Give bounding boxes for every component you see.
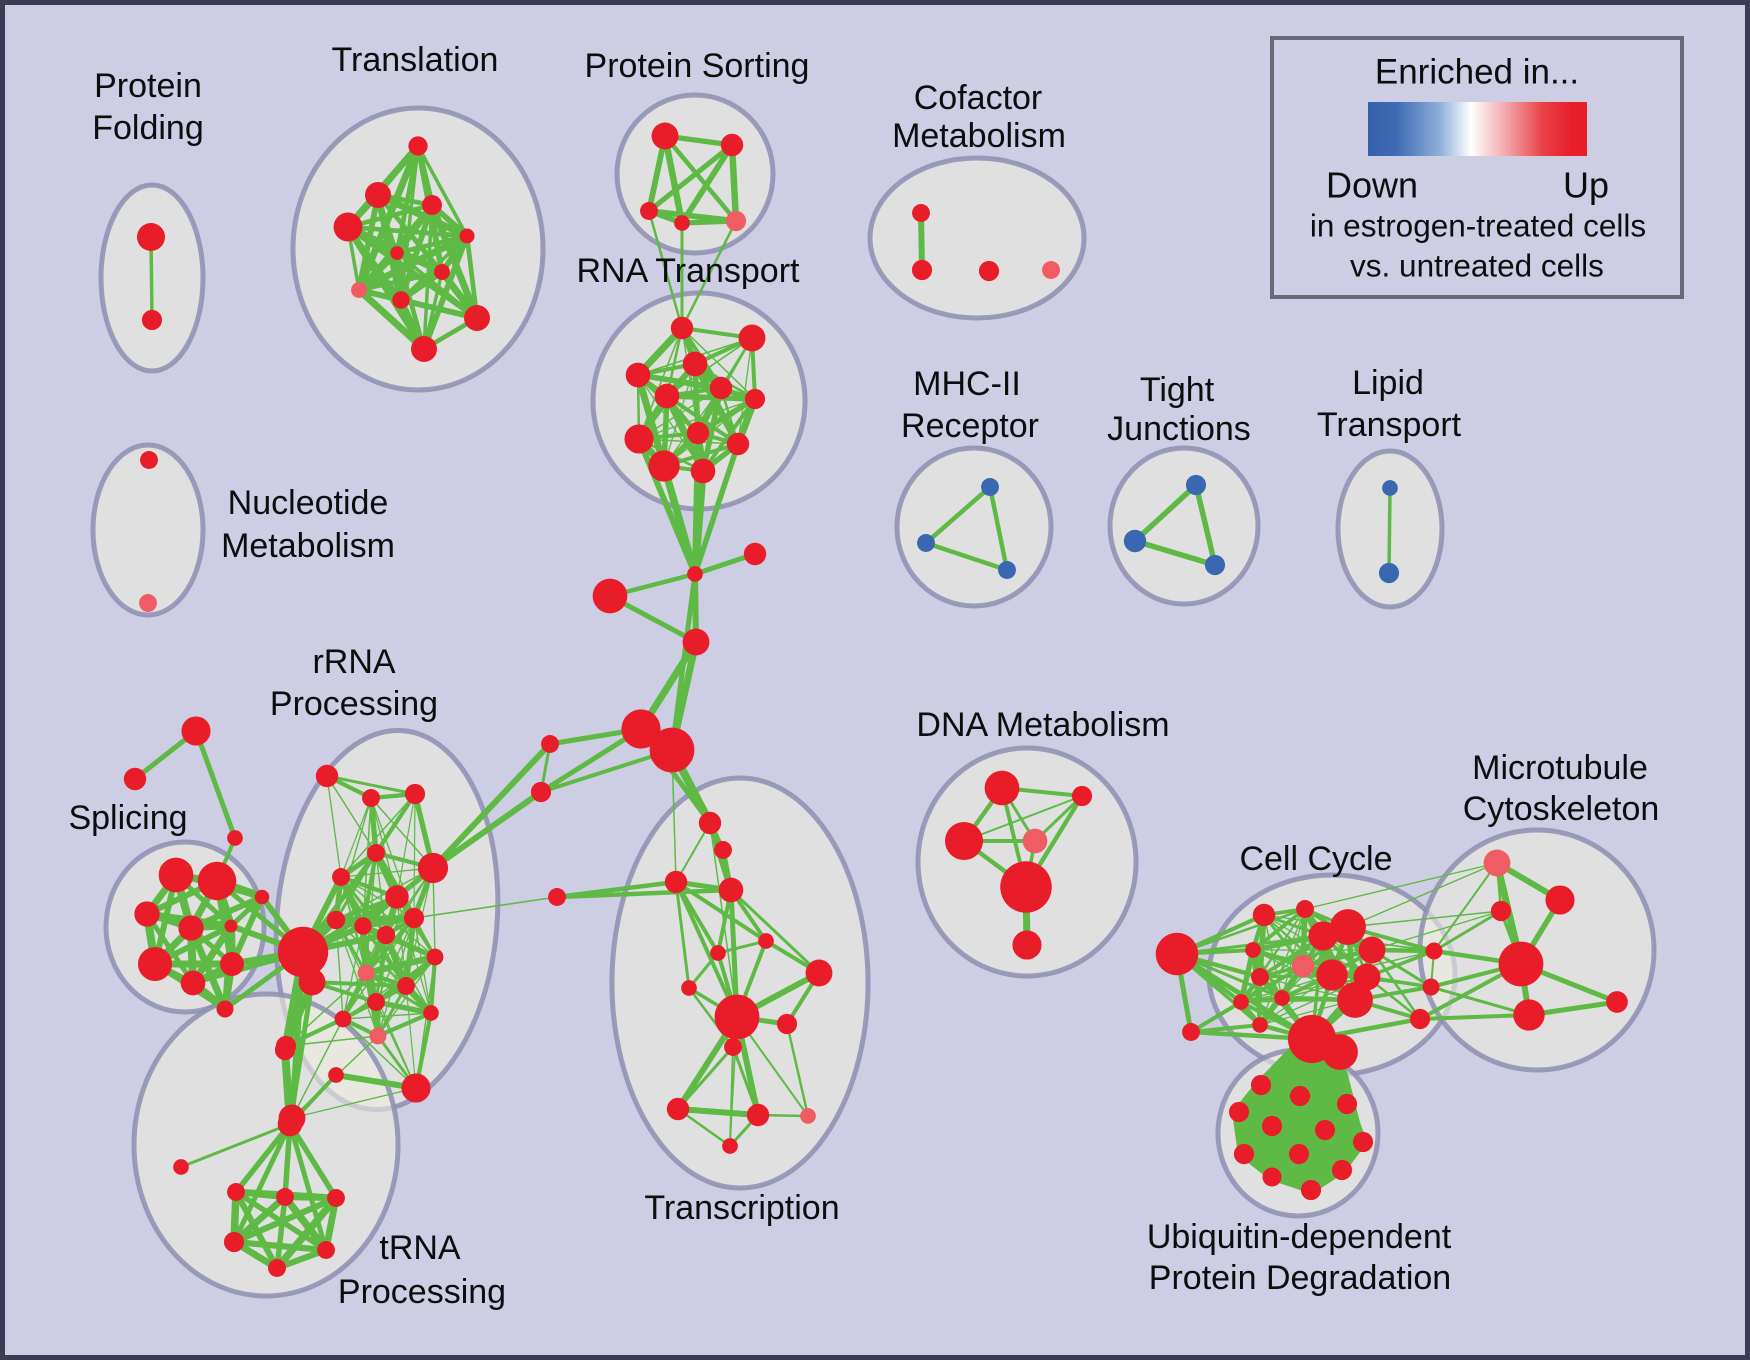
svg-text:Processing: Processing — [338, 1273, 506, 1311]
svg-text:Metabolism: Metabolism — [221, 527, 395, 565]
svg-text:DNA Metabolism: DNA Metabolism — [916, 706, 1169, 744]
svg-text:Transcription: Transcription — [644, 1189, 839, 1227]
svg-text:Metabolism: Metabolism — [892, 117, 1066, 155]
svg-text:Cell Cycle: Cell Cycle — [1239, 840, 1392, 878]
svg-text:Folding: Folding — [92, 109, 204, 147]
svg-text:Cofactor: Cofactor — [914, 79, 1043, 117]
svg-text:Microtubule: Microtubule — [1472, 749, 1648, 787]
svg-text:vs. untreated cells: vs. untreated cells — [1350, 247, 1604, 283]
svg-text:rRNA: rRNA — [312, 643, 395, 681]
svg-text:Splicing: Splicing — [68, 799, 187, 837]
svg-text:Down: Down — [1326, 165, 1418, 206]
svg-text:RNA Transport: RNA Transport — [577, 252, 801, 290]
svg-text:Junctions: Junctions — [1107, 410, 1251, 448]
svg-text:Protein: Protein — [94, 67, 202, 105]
svg-text:Lipid: Lipid — [1352, 364, 1424, 402]
svg-text:Up: Up — [1563, 165, 1609, 206]
svg-text:Receptor: Receptor — [901, 407, 1039, 445]
svg-text:tRNA: tRNA — [379, 1229, 461, 1267]
svg-text:Nucleotide: Nucleotide — [228, 484, 389, 522]
svg-text:MHC-II: MHC-II — [913, 365, 1021, 403]
svg-text:Translation: Translation — [332, 41, 499, 79]
svg-text:Ubiquitin-dependent: Ubiquitin-dependent — [1147, 1218, 1452, 1256]
svg-text:Enriched in...: Enriched in... — [1375, 52, 1579, 91]
svg-text:Cytoskeleton: Cytoskeleton — [1463, 790, 1660, 828]
svg-text:Protein Sorting: Protein Sorting — [585, 47, 810, 85]
svg-text:Tight: Tight — [1140, 371, 1215, 409]
svg-text:in estrogen-treated cells: in estrogen-treated cells — [1310, 207, 1646, 243]
svg-text:Transport: Transport — [1317, 406, 1462, 444]
svg-text:Protein Degradation: Protein Degradation — [1149, 1259, 1451, 1297]
svg-text:Processing: Processing — [270, 685, 438, 723]
